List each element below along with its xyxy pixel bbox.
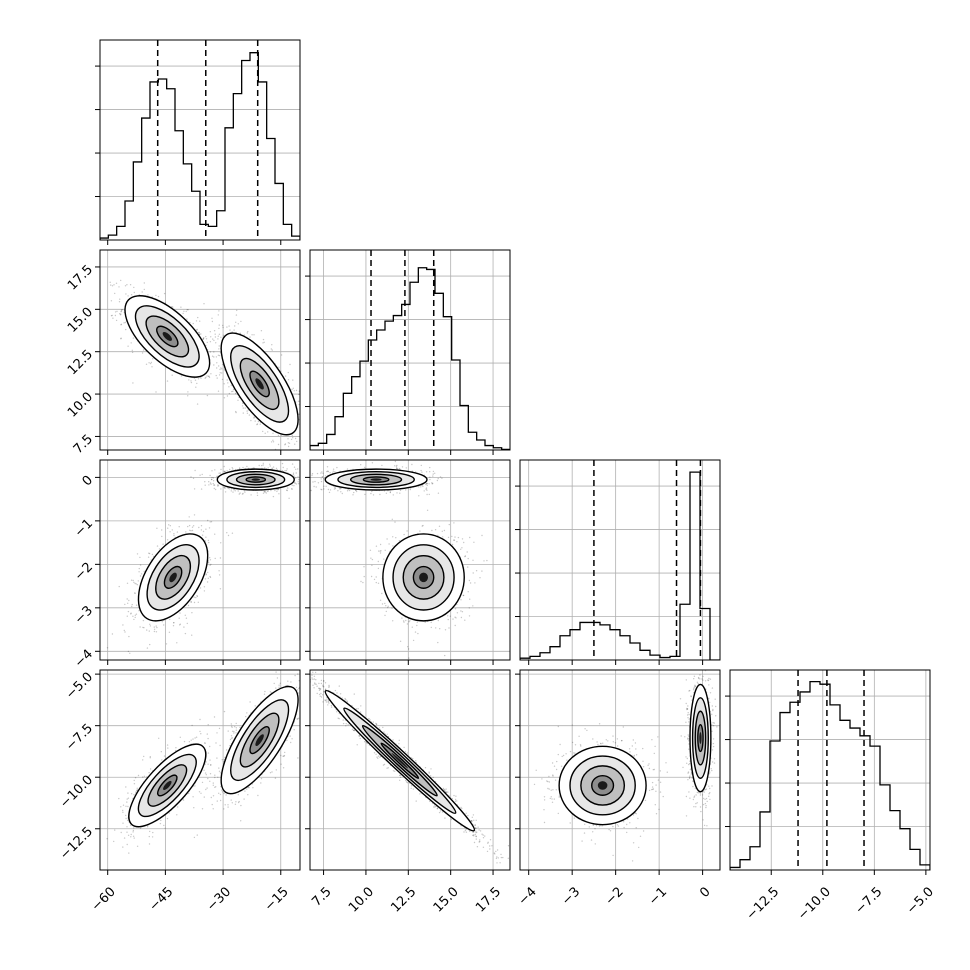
panel-frame: [99, 669, 301, 871]
density-peak: [699, 732, 702, 744]
grid-lines: [520, 460, 720, 660]
x-tick-label: −10.0: [795, 884, 834, 923]
density-content: [106, 670, 300, 854]
y-tick-label: 10.0: [65, 390, 96, 421]
panel-frame: [99, 249, 301, 451]
y-tick-label: −2: [72, 560, 96, 584]
panel-frame: [309, 459, 511, 661]
y-tick-label: −5.0: [63, 670, 96, 703]
density-content: [533, 670, 718, 862]
y-tick-label: 17.5: [65, 262, 96, 293]
y-tick-label: 7.5: [71, 432, 96, 457]
x-tick-label: −45: [146, 884, 176, 914]
y-tick-label: 0: [80, 473, 96, 489]
grid-lines: [100, 65, 300, 197]
x-tick-label: −4: [516, 884, 540, 908]
density-content: [310, 460, 488, 659]
panel-r0-c0: [95, 39, 301, 245]
x-tick-label: −3: [559, 884, 583, 908]
panel-r3-c1: [305, 669, 511, 875]
y-tick-label: −10.0: [57, 773, 96, 812]
x-tick-label: −12.5: [744, 884, 783, 923]
density-peak: [162, 331, 172, 341]
x-tick-label: 10.0: [346, 884, 377, 915]
histogram-step: [730, 680, 930, 870]
y-tick-label: 12.5: [65, 347, 96, 378]
panel-r1-c1: [305, 249, 511, 455]
histogram-step: [520, 471, 720, 660]
y-tick-label: −3: [72, 603, 96, 627]
panel-frame: [309, 249, 511, 451]
x-tick-label: −7.5: [852, 884, 885, 917]
grid-lines: [100, 460, 300, 660]
panel-frame: [729, 669, 931, 871]
panel-frame: [309, 669, 511, 871]
y-tick-label: −7.5: [63, 721, 96, 754]
density-peak: [391, 753, 409, 769]
panel-r2-c1: [305, 459, 511, 665]
y-tick-label: −12.5: [57, 824, 96, 863]
density-peak: [163, 780, 172, 790]
x-tick-label: −15: [262, 884, 292, 914]
x-tick-label: 12.5: [388, 884, 419, 915]
y-tick-label: −1: [72, 516, 96, 540]
panel-r3-c2: [515, 669, 721, 875]
x-tick-label: 15.0: [431, 884, 462, 915]
x-tick-label: −60: [89, 884, 119, 914]
x-tick-label: 0: [697, 884, 713, 900]
grid-lines: [310, 670, 510, 870]
scatter-points: [106, 462, 300, 654]
density-peak: [419, 572, 429, 583]
x-tick-label: −1: [646, 884, 670, 908]
panel-r2-c0: [95, 459, 301, 665]
x-tick-label: −5.0: [904, 884, 937, 917]
panel-frame: [519, 459, 721, 661]
panel-frame: [99, 39, 301, 241]
histogram-step: [310, 267, 510, 450]
density-content: [310, 671, 510, 864]
panel-r1-c0: [95, 249, 301, 455]
panel-frame: [99, 459, 301, 661]
panel-frame: [519, 669, 721, 871]
x-tick-label: −30: [204, 884, 234, 914]
x-tick-label: −2: [603, 884, 627, 908]
density-peak: [169, 572, 177, 583]
x-tick-label: 7.5: [309, 884, 334, 909]
density-peak: [255, 378, 264, 390]
panel-r3-c3: [725, 669, 931, 875]
density-peak: [251, 478, 260, 481]
density-peak: [597, 781, 608, 790]
grid-lines: [100, 670, 300, 870]
x-tick-label: 17.5: [473, 884, 504, 915]
density-peak: [255, 734, 264, 747]
histogram-step: [100, 52, 300, 240]
y-tick-label: −4: [72, 647, 96, 671]
panel-r2-c2: [515, 459, 721, 665]
density-peak: [370, 478, 382, 481]
grid-lines: [310, 250, 510, 450]
density-content: [106, 462, 300, 654]
y-tick-label: 15.0: [65, 305, 96, 336]
panel-r3-c0: [95, 669, 301, 875]
density-content: [109, 279, 300, 450]
